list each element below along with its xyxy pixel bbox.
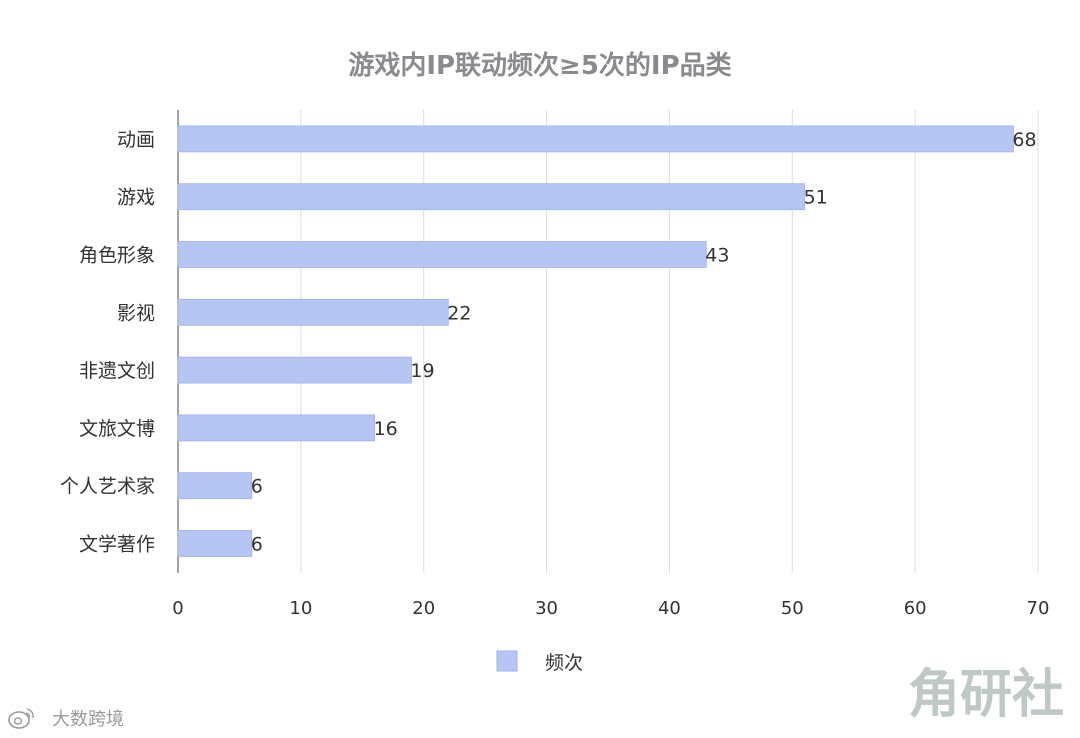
- x-tick-label: 10: [289, 598, 312, 619]
- category-label: 游戏: [117, 187, 155, 209]
- source-watermark-text: 大数跨境: [52, 709, 124, 730]
- category-label: 文学著作: [79, 534, 155, 556]
- category-label: 文旅文博: [79, 418, 155, 440]
- bar: [177, 125, 1014, 153]
- bar: [177, 414, 375, 442]
- x-tick-label: 50: [781, 598, 804, 619]
- gridlines: [177, 110, 1039, 573]
- x-tick-label: 30: [535, 598, 558, 619]
- bar: [177, 298, 449, 326]
- weibo-icon: [8, 708, 34, 729]
- bars: [177, 125, 1014, 557]
- x-tick-label: 20: [412, 598, 435, 619]
- value-label: 6: [251, 476, 263, 498]
- value-labels: 68 51 43 22 19 16 6 6: [251, 129, 1037, 556]
- value-label: 22: [447, 302, 471, 324]
- bar: [177, 472, 253, 500]
- legend-label: 频次: [545, 652, 583, 674]
- brand-watermark: 角研社: [908, 665, 1064, 725]
- value-label: 51: [804, 187, 828, 209]
- x-axis-ticks: 0 10 20 30 40 50 60 70: [172, 598, 1049, 619]
- value-label: 19: [410, 360, 434, 382]
- bar: [177, 530, 253, 557]
- legend-swatch: [496, 650, 518, 672]
- category-label: 动画: [117, 129, 155, 151]
- bar: [177, 241, 707, 268]
- chart-title: 游戏内IP联动频次≥5次的IP品类: [348, 50, 731, 81]
- category-label: 个人艺术家: [60, 476, 155, 498]
- x-tick-label: 40: [658, 598, 681, 619]
- category-label: 非遗文创: [79, 360, 155, 382]
- x-tick-label: 70: [1027, 598, 1050, 619]
- value-label: 6: [251, 534, 263, 556]
- legend: 频次: [496, 650, 583, 674]
- bar: [177, 356, 412, 384]
- category-label: 角色形象: [79, 245, 155, 267]
- category-label: 影视: [117, 302, 155, 324]
- source-watermark: 大数跨境: [8, 708, 124, 730]
- x-tick-label: 60: [904, 598, 927, 619]
- value-label: 16: [374, 418, 398, 440]
- x-tick-label: 0: [172, 598, 183, 619]
- value-label: 68: [1012, 129, 1036, 151]
- bar: [177, 183, 805, 211]
- value-label: 43: [705, 245, 729, 267]
